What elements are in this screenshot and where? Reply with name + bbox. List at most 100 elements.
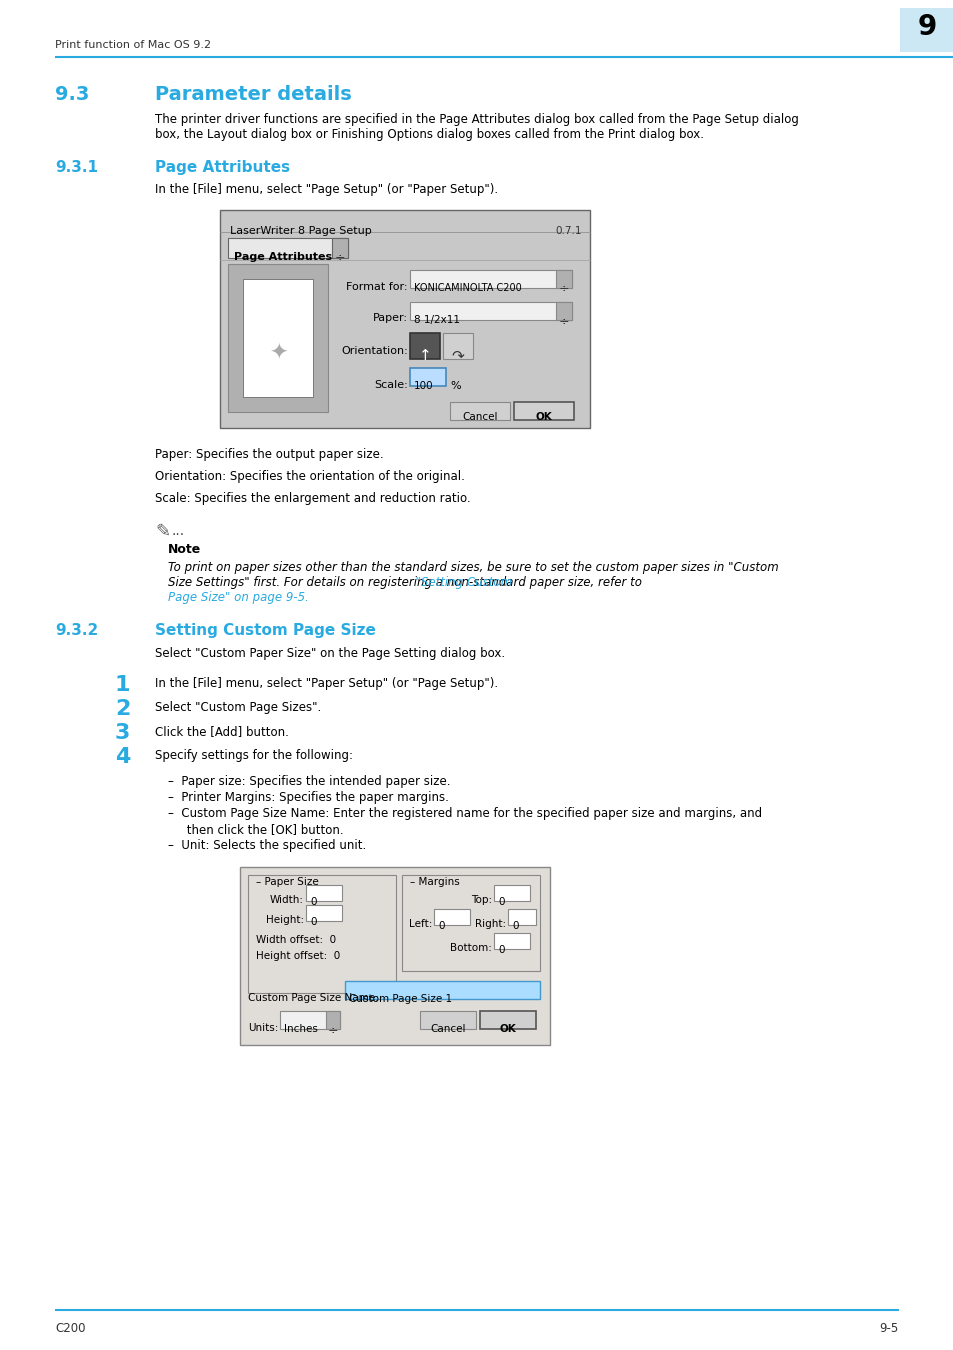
Text: Print function of Mac OS 9.2: Print function of Mac OS 9.2	[55, 40, 211, 50]
FancyBboxPatch shape	[507, 909, 536, 925]
Text: 9-5: 9-5	[879, 1322, 898, 1335]
FancyBboxPatch shape	[556, 270, 572, 288]
FancyBboxPatch shape	[514, 402, 574, 420]
Text: 0.7.1: 0.7.1	[555, 225, 581, 236]
Text: 4: 4	[115, 747, 131, 767]
Text: In the [File] menu, select "Page Setup" (or "Paper Setup").: In the [File] menu, select "Page Setup" …	[154, 184, 497, 196]
Text: The printer driver functions are specified in the Page Attributes dialog box cal: The printer driver functions are specifi…	[154, 113, 798, 126]
Text: Width:: Width:	[270, 895, 304, 905]
Text: Parameter details: Parameter details	[154, 85, 352, 104]
Text: Paper:: Paper:	[373, 313, 408, 323]
FancyBboxPatch shape	[410, 369, 446, 386]
FancyBboxPatch shape	[326, 1011, 339, 1029]
Text: Custom Page Size Name:: Custom Page Size Name:	[248, 994, 378, 1003]
FancyBboxPatch shape	[332, 238, 348, 258]
Text: Width offset:  0: Width offset: 0	[255, 936, 335, 945]
Text: then click the [OK] button.: then click the [OK] button.	[168, 824, 343, 836]
Text: Top:: Top:	[471, 895, 492, 905]
Text: Size Settings" first. For details on registering a non-standard paper size, refe: Size Settings" first. For details on reg…	[168, 576, 645, 589]
Text: Page Attributes: Page Attributes	[233, 252, 332, 262]
Text: %: %	[450, 381, 460, 392]
Text: – Paper Size: – Paper Size	[255, 878, 318, 887]
FancyBboxPatch shape	[220, 211, 589, 428]
Text: Left:: Left:	[408, 919, 432, 929]
Text: –  Unit: Selects the specified unit.: – Unit: Selects the specified unit.	[168, 838, 366, 852]
Text: ÷: ÷	[558, 282, 569, 296]
Text: ✎: ✎	[154, 522, 170, 541]
Text: Scale: Specifies the enlargement and reduction ratio.: Scale: Specifies the enlargement and red…	[154, 491, 470, 505]
Text: Inches: Inches	[284, 1025, 317, 1034]
Text: ÷: ÷	[327, 1025, 338, 1037]
Text: – Margins: – Margins	[410, 878, 459, 887]
FancyBboxPatch shape	[306, 904, 341, 921]
Text: Orientation: Specifies the orientation of the original.: Orientation: Specifies the orientation o…	[154, 470, 464, 483]
FancyBboxPatch shape	[228, 238, 348, 258]
Text: Page Attributes: Page Attributes	[154, 161, 290, 176]
Text: 9.3.1: 9.3.1	[55, 161, 98, 176]
Text: –  Printer Margins: Specifies the paper margins.: – Printer Margins: Specifies the paper m…	[168, 791, 449, 805]
FancyBboxPatch shape	[280, 1011, 339, 1029]
Text: Setting Custom Page Size: Setting Custom Page Size	[154, 622, 375, 639]
FancyBboxPatch shape	[442, 333, 473, 359]
Text: 0: 0	[497, 945, 504, 954]
FancyBboxPatch shape	[494, 933, 530, 949]
Text: Bottom:: Bottom:	[450, 944, 492, 953]
FancyBboxPatch shape	[479, 1011, 536, 1029]
Text: To print on paper sizes other than the standard sizes, be sure to set the custom: To print on paper sizes other than the s…	[168, 562, 778, 574]
FancyBboxPatch shape	[450, 402, 510, 420]
Text: Orientation:: Orientation:	[341, 346, 408, 356]
FancyBboxPatch shape	[494, 886, 530, 900]
FancyBboxPatch shape	[419, 1011, 476, 1029]
Text: Height:: Height:	[266, 915, 304, 925]
Text: 100: 100	[414, 381, 434, 392]
Text: 0: 0	[437, 921, 444, 931]
Text: 2: 2	[115, 699, 131, 720]
Text: 9.3: 9.3	[55, 85, 90, 104]
Text: Note: Note	[168, 543, 201, 556]
Text: KONICAMINOLTA C200: KONICAMINOLTA C200	[414, 284, 521, 293]
FancyBboxPatch shape	[306, 886, 341, 900]
Text: Page Size" on page 9-5.: Page Size" on page 9-5.	[168, 591, 309, 603]
Text: Format for:: Format for:	[346, 282, 408, 292]
Text: ✦: ✦	[269, 344, 287, 364]
Text: In the [File] menu, select "Paper Setup" (or "Page Setup").: In the [File] menu, select "Paper Setup"…	[154, 676, 497, 690]
Text: box, the Layout dialog box or Finishing Options dialog boxes called from the Pri: box, the Layout dialog box or Finishing …	[154, 128, 703, 140]
Text: OK: OK	[535, 412, 552, 423]
Text: ÷: ÷	[558, 315, 569, 328]
Text: Scale:: Scale:	[374, 379, 408, 390]
Text: "Setting Custom: "Setting Custom	[168, 576, 512, 589]
Text: Click the [Add] button.: Click the [Add] button.	[154, 725, 289, 738]
Text: Paper: Specifies the output paper size.: Paper: Specifies the output paper size.	[154, 448, 383, 460]
Text: Units:: Units:	[248, 1023, 278, 1033]
FancyBboxPatch shape	[410, 270, 572, 288]
Text: 0: 0	[497, 896, 504, 907]
FancyBboxPatch shape	[240, 867, 550, 1045]
FancyBboxPatch shape	[410, 333, 439, 359]
Text: 0: 0	[310, 917, 316, 927]
FancyBboxPatch shape	[434, 909, 470, 925]
Text: Cancel: Cancel	[462, 412, 497, 423]
Text: ...: ...	[172, 524, 185, 539]
Text: ↑: ↑	[418, 348, 431, 363]
Text: ÷: ÷	[335, 251, 345, 265]
Text: Cancel: Cancel	[430, 1025, 465, 1034]
FancyBboxPatch shape	[556, 302, 572, 320]
Text: 0: 0	[512, 921, 518, 931]
Text: ↷: ↷	[451, 348, 464, 363]
Text: 8 1/2x11: 8 1/2x11	[414, 315, 459, 325]
Text: Select "Custom Paper Size" on the Page Setting dialog box.: Select "Custom Paper Size" on the Page S…	[154, 647, 504, 660]
FancyBboxPatch shape	[899, 8, 953, 53]
Text: LaserWriter 8 Page Setup: LaserWriter 8 Page Setup	[230, 225, 372, 236]
Text: 9: 9	[917, 14, 936, 40]
FancyBboxPatch shape	[345, 981, 539, 999]
Text: Right:: Right:	[475, 919, 505, 929]
Text: –  Custom Page Size Name: Enter the registered name for the specified paper size: – Custom Page Size Name: Enter the regis…	[168, 807, 761, 819]
Text: –  Paper size: Specifies the intended paper size.: – Paper size: Specifies the intended pap…	[168, 775, 450, 788]
Text: OK: OK	[499, 1025, 516, 1034]
Text: 9.3.2: 9.3.2	[55, 622, 98, 639]
Text: C200: C200	[55, 1322, 86, 1335]
FancyBboxPatch shape	[410, 302, 572, 320]
Text: Height offset:  0: Height offset: 0	[255, 950, 340, 961]
Text: 1: 1	[115, 675, 131, 695]
FancyBboxPatch shape	[243, 279, 313, 397]
